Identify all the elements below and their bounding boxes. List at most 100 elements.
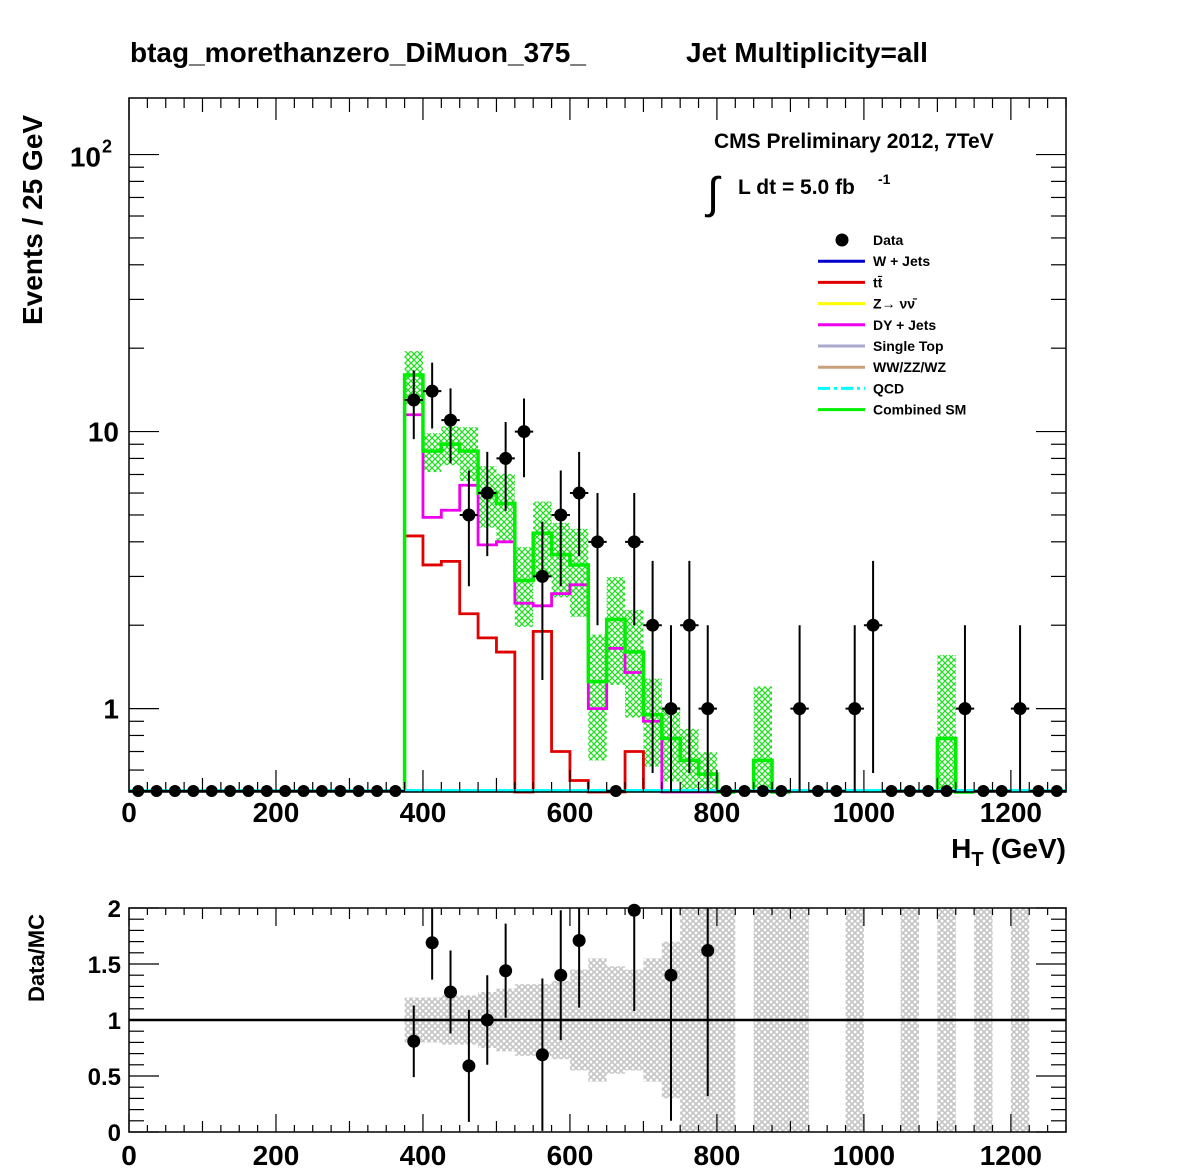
data-point-zero xyxy=(1029,785,1048,797)
legend-label: tt̄ xyxy=(873,274,883,290)
sm-uncertainty-bin xyxy=(625,609,644,718)
data-point-zero xyxy=(275,785,295,797)
ratio-point xyxy=(480,975,494,1065)
legend-entry: Single Top xyxy=(818,338,944,354)
data-point xyxy=(588,493,607,626)
sm-uncertainty-bin xyxy=(514,547,534,627)
sm-uncertainty-bin xyxy=(588,634,607,761)
data-points xyxy=(129,362,1066,797)
y-axis-title: Events / 25 GeV xyxy=(17,115,48,325)
data-point-zero xyxy=(331,785,350,797)
data-point xyxy=(643,560,662,773)
ratio-x-tick-label: 1000 xyxy=(833,1140,895,1171)
data-point-zero xyxy=(1047,785,1066,797)
x-tick-label: 1200 xyxy=(980,797,1042,828)
ratio-uncertainty-band xyxy=(404,908,1030,1132)
data-point xyxy=(955,625,975,792)
data-point-zero xyxy=(147,785,166,797)
y-tick-label: 1 xyxy=(103,694,119,725)
legend-entry: tt̄ xyxy=(818,274,883,290)
sm-uncertainty-bin xyxy=(606,577,626,685)
mc-uncertainty-bands xyxy=(404,351,956,792)
ratio-y-tick-label: 1 xyxy=(108,1008,121,1035)
data-point-zero xyxy=(753,785,773,797)
integral-symbol: ∫ xyxy=(704,169,722,218)
data-point-zero xyxy=(900,785,920,797)
data-point-zero xyxy=(367,785,387,797)
x-axis-title: HT (GeV) xyxy=(951,833,1066,871)
legend-entry: WW/ZZ/WZ xyxy=(818,359,947,375)
data-point xyxy=(496,422,515,511)
data-point-zero xyxy=(827,785,846,797)
data-point xyxy=(478,451,497,557)
legend-marker xyxy=(835,233,849,247)
data-point-zero xyxy=(312,785,332,797)
data-point xyxy=(441,388,460,464)
data-point-zero xyxy=(257,785,276,797)
sm-uncertainty-bin xyxy=(569,528,589,617)
data-point-zero xyxy=(735,785,754,797)
ratio-point xyxy=(462,1009,476,1122)
plot-title-left: btag_morethanzero_DiMuon_375_ xyxy=(130,37,586,68)
legend-label: Data xyxy=(873,232,904,248)
ratio-x-tick-label: 800 xyxy=(694,1140,741,1171)
data-point xyxy=(1010,625,1030,792)
legend-label: Combined SM xyxy=(873,402,966,418)
data-point-zero xyxy=(386,785,405,797)
x-tick-label: 1000 xyxy=(833,797,895,828)
lumi-exponent: -1 xyxy=(878,171,891,187)
ratio-point xyxy=(627,903,641,1012)
data-point-zero xyxy=(882,785,901,797)
data-point-zero xyxy=(184,785,203,797)
data-point-zero xyxy=(974,785,993,797)
legend-label: WW/ZZ/WZ xyxy=(873,359,947,375)
legend-label: Z→ νν̄ xyxy=(873,296,918,312)
ratio-x-tick-label: 600 xyxy=(547,1140,594,1171)
data-point xyxy=(404,370,423,440)
x-tick-label: 800 xyxy=(694,797,741,828)
data-point-zero xyxy=(992,785,1011,797)
ratio-axes: 0 200 400 600 800 1000 1200 0 0.5 1 1.5 2 xyxy=(88,896,1067,1171)
data-point xyxy=(422,362,442,429)
data-point xyxy=(698,625,717,792)
ratio-point xyxy=(701,908,715,1097)
data-point xyxy=(661,625,681,792)
ratio-x-tick-label: 200 xyxy=(253,1140,300,1171)
ratio-point xyxy=(535,978,549,1131)
legend-entry: QCD xyxy=(818,380,904,396)
ratio-x-tick-label: 0 xyxy=(121,1140,137,1171)
sm-uncertainty-bin xyxy=(753,686,773,792)
legend-entry: Z→ νν̄ xyxy=(818,296,918,312)
x-tick-label: 400 xyxy=(400,797,447,828)
ratio-y-axis-title: Data/MC xyxy=(24,914,49,1002)
data-point-zero xyxy=(349,785,368,797)
ratio-points xyxy=(407,903,715,1131)
ratio-plot: 0 200 400 600 800 1000 1200 0 0.5 1 1.5 2 Data/MC xyxy=(24,896,1067,1171)
ratio-point xyxy=(407,1005,421,1078)
sm-uncertainty-bin xyxy=(459,427,479,482)
legend-label: QCD xyxy=(873,380,904,396)
plot-title-right: Jet Multiplicity=all xyxy=(686,37,928,68)
y-tick-exponent: 2 xyxy=(102,137,112,157)
data-point-zero xyxy=(919,785,938,797)
ratio-point xyxy=(554,910,568,1041)
legend: Data W + Jets tt̄ Z→ νν̄ DY + Jets Single Top… xyxy=(818,232,966,418)
main-plot-frame xyxy=(128,97,1067,793)
y-tick-label: 10 xyxy=(70,142,101,173)
x-tick-label: 600 xyxy=(547,797,594,828)
legend-label: Single Top xyxy=(873,338,944,354)
data-point-zero xyxy=(772,785,791,797)
data-point-zero xyxy=(202,785,221,797)
data-point xyxy=(514,398,534,478)
legend-entry: Combined SM xyxy=(818,402,966,418)
data-point-zero xyxy=(937,785,956,797)
data-point-zero xyxy=(716,785,736,797)
cms-label: CMS Preliminary 2012, 7TeV xyxy=(714,130,994,153)
data-point-zero xyxy=(129,785,148,797)
data-point xyxy=(533,521,552,681)
legend-label: DY + Jets xyxy=(873,317,936,333)
data-point xyxy=(551,470,570,587)
